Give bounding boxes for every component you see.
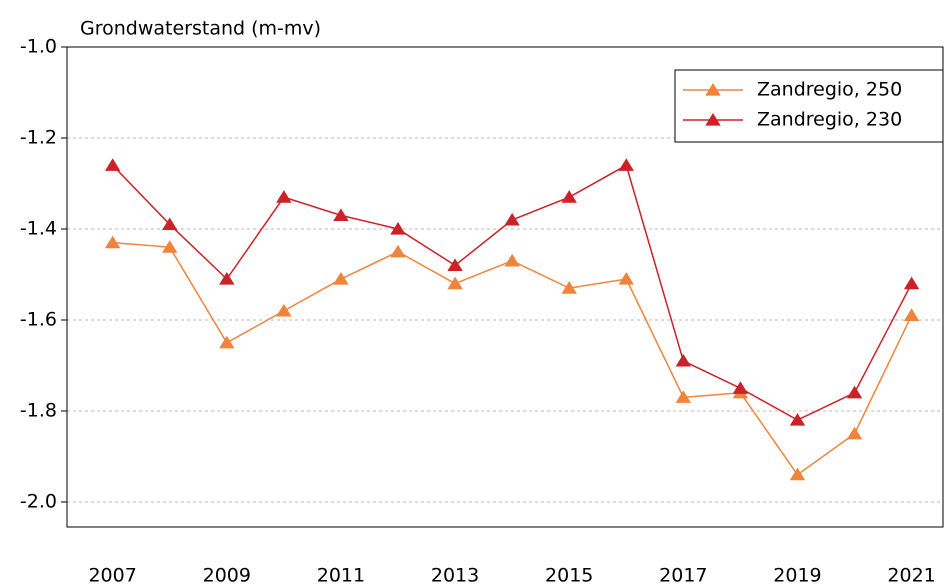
legend-label: Zandregio, 250 xyxy=(757,79,902,101)
marker xyxy=(333,208,349,221)
x-tick-label: 2021 xyxy=(887,565,935,586)
legend-label: Zandregio, 230 xyxy=(757,109,902,131)
y-tick-label: -1.0 xyxy=(20,36,57,58)
y-tick-label: -1.2 xyxy=(20,126,57,148)
marker xyxy=(561,190,577,203)
legend-box xyxy=(674,69,944,143)
legend-marker xyxy=(705,83,721,96)
marker xyxy=(618,158,634,171)
marker xyxy=(504,212,520,226)
marker xyxy=(675,390,692,403)
marker xyxy=(276,190,292,203)
marker xyxy=(162,217,178,231)
marker xyxy=(333,272,349,285)
marker xyxy=(618,272,634,285)
marker xyxy=(675,353,692,367)
marker xyxy=(390,221,406,235)
marker xyxy=(561,281,577,294)
x-tick-label: 2019 xyxy=(773,565,821,586)
marker xyxy=(846,385,863,399)
marker xyxy=(162,240,178,253)
marker xyxy=(903,276,920,290)
x-tick-label: 2015 xyxy=(545,565,593,586)
x-tick-label: 2017 xyxy=(659,565,707,586)
y-tick-label: -1.4 xyxy=(20,217,57,239)
series-line xyxy=(112,164,913,421)
y-tick-label: -1.6 xyxy=(20,308,57,330)
x-tick-label: 2009 xyxy=(203,565,251,586)
y-tick-label: -1.8 xyxy=(20,399,57,421)
x-tick-label: 2013 xyxy=(431,565,479,586)
marker xyxy=(219,272,235,285)
marker xyxy=(732,381,749,394)
x-tick-label: 2011 xyxy=(317,565,365,586)
marker xyxy=(219,335,235,349)
marker xyxy=(447,258,463,271)
marker xyxy=(789,467,806,481)
marker xyxy=(276,303,292,317)
plot-frame xyxy=(66,46,944,528)
series-line xyxy=(112,241,913,476)
marker xyxy=(447,276,463,290)
marker xyxy=(104,158,121,171)
marker xyxy=(846,426,863,440)
legend-marker xyxy=(705,113,721,126)
marker xyxy=(903,308,920,322)
marker xyxy=(789,413,806,426)
marker xyxy=(104,235,121,249)
marker xyxy=(390,244,406,258)
y-tick-label: -2.0 xyxy=(20,490,57,512)
marker xyxy=(504,253,520,267)
chart-title: Grondwaterstand (m-mv) xyxy=(80,18,321,40)
x-tick-label: 2007 xyxy=(88,565,136,586)
